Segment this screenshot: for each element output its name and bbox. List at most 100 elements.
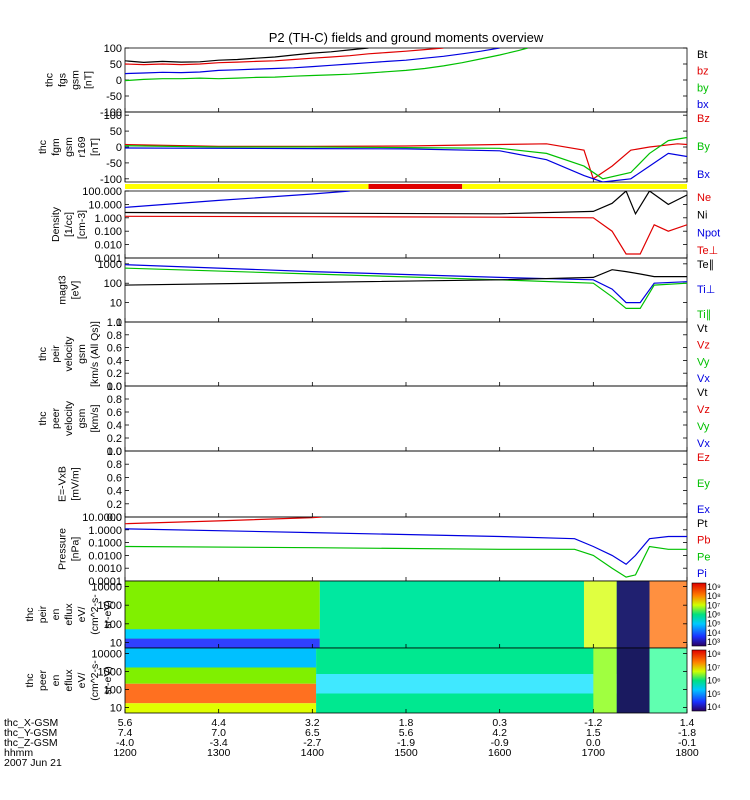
axis-row-value: -3.4 <box>210 737 228 749</box>
y-axis-label: en <box>50 609 62 621</box>
y-axis-label: thc <box>37 140 49 154</box>
y-axis-label: peir <box>37 605 49 623</box>
y-axis-label: magt3 <box>57 275 69 304</box>
y-tick-label: 50 <box>110 59 122 71</box>
panel-flags <box>125 184 687 189</box>
legend-Bz: Bz <box>697 113 710 125</box>
axis-row-value: -1.2 <box>584 717 602 729</box>
y-tick-label: 0.0 <box>107 381 122 393</box>
y-axis-label: Density <box>50 206 62 242</box>
y-axis-label: eV/ <box>76 673 88 689</box>
axis-row-value: 5.6 <box>118 717 133 729</box>
legend-By: By <box>697 141 710 153</box>
series-line-by <box>125 48 528 82</box>
axis-row-value: 4.2 <box>492 727 507 739</box>
series-line-Te∥ <box>125 269 687 286</box>
y-axis-label: gsm <box>76 344 88 364</box>
y-axis-label: thc <box>24 673 36 687</box>
y-tick-label: 1000 <box>98 259 122 271</box>
series-line-Npot <box>125 191 350 208</box>
legend-Bt: Bt <box>697 49 707 61</box>
y-tick-label: 10 <box>110 703 122 715</box>
axis-row-value: 1700 <box>582 747 606 759</box>
spectrogram-peir_en <box>125 581 687 648</box>
axis-row-value: 1.5 <box>586 727 601 739</box>
axis-row-value: -0.9 <box>491 737 509 749</box>
colorbar-tick: 10⁶ <box>707 610 721 620</box>
axis-row-label: thc_X-GSM <box>4 717 58 729</box>
y-tick-label: 0.010 <box>94 240 122 252</box>
legend-Te⊥: Te⊥ <box>697 245 718 257</box>
legend-Ti∥: Ti∥ <box>697 309 711 321</box>
y-axis-label: en <box>50 675 62 687</box>
y-tick-label: 0.001 <box>94 253 122 265</box>
axis-row-value: 7.4 <box>118 727 133 739</box>
y-axis-label: peer <box>50 407 62 429</box>
colorbar-tick: 10⁹ <box>707 582 721 592</box>
y-tick-label: 100.000 <box>82 186 122 198</box>
colorbar-tick: 10³ <box>707 637 720 647</box>
axis-row-value: 0.3 <box>492 717 507 729</box>
flag-segment-0 <box>125 184 369 189</box>
axis-row-value: 1500 <box>394 747 418 759</box>
panel-fgm: 100 50 0 -50 -100 thc fgm gsm r169 [nT] Bz By Bx <box>37 110 710 186</box>
y-tick-label: 1000 <box>98 666 122 678</box>
axis-row-value: 0.0 <box>586 737 601 749</box>
colorbar-tick: 10⁴ <box>707 702 721 712</box>
colorbar-tick: 10⁷ <box>707 600 720 610</box>
y-tick-label: 0.8 <box>107 330 122 342</box>
legend-Ti⊥: Ti⊥ <box>697 284 715 296</box>
y-axis-label: gsm <box>70 70 82 90</box>
legend-Vy: Vy <box>697 421 710 433</box>
axis-row-value: 1400 <box>301 747 325 759</box>
y-tick-label: 50 <box>110 126 122 138</box>
axis-row-value: 5.6 <box>399 727 414 739</box>
figure-title: P2 (TH-C) fields and ground moments over… <box>269 30 544 45</box>
axis-row-value: 3.2 <box>305 717 320 729</box>
y-axis-label: velocity <box>63 400 75 436</box>
axis-row-value: 1800 <box>675 747 699 759</box>
legend-Pe: Pe <box>697 551 710 563</box>
axis-row-value: -2.7 <box>303 737 321 749</box>
y-tick-label: 0.6 <box>107 343 122 355</box>
y-tick-label: 100 <box>104 278 122 290</box>
series-line-Pi <box>125 528 687 566</box>
axis-row-value: 6.5 <box>305 727 320 739</box>
y-tick-label: 10 <box>110 298 122 310</box>
y-tick-label: 0.4 <box>107 486 122 498</box>
y-tick-label: 10.0000 <box>82 512 122 524</box>
y-tick-label: 0.2 <box>107 499 122 511</box>
y-tick-label: -100 <box>100 107 122 119</box>
axis-row-value: 1300 <box>207 747 231 759</box>
y-tick-label: 100 <box>104 685 122 697</box>
y-tick-label: 1 <box>116 317 122 329</box>
axis-row-value: 1.8 <box>399 717 414 729</box>
series-line-Bx <box>125 147 687 182</box>
y-tick-label: 0.0100 <box>88 550 122 562</box>
y-tick-label: 0.0001 <box>88 576 122 588</box>
y-tick-label: 1.000 <box>94 213 122 225</box>
y-axis-label: thc <box>24 607 36 621</box>
y-tick-label: 0.6 <box>107 407 122 419</box>
y-axis-label: eV/ <box>76 607 88 623</box>
legend-Ey: Ey <box>697 478 710 490</box>
legend-Vy: Vy <box>697 356 710 368</box>
axis-row-value: -4.0 <box>116 737 134 749</box>
axis-row-label: thc_Y-GSM <box>4 727 57 739</box>
series-line-Ti∥ <box>125 267 687 309</box>
y-axis-label: [mV/m] <box>70 467 82 500</box>
series-line-bx <box>125 48 500 75</box>
panel-fgs: 100 50 0 -50 -100 thc fgs gsm [nT] Bt bz by bx <box>44 43 710 119</box>
flag-segment-1 <box>368 184 463 189</box>
y-tick-label: 1.0000 <box>88 525 122 537</box>
flag-segment-2 <box>462 184 687 189</box>
y-axis-label: peer <box>37 669 49 691</box>
colorbar-peer_en: 10⁸ 10⁷ 10⁶ 10⁵ 10⁴ <box>691 649 721 712</box>
legend-Vx: Vx <box>697 373 710 385</box>
axis-row-label: thc_Z-GSM <box>4 737 58 749</box>
frame-peer <box>124 385 688 452</box>
y-tick-label: 10000 <box>91 582 122 594</box>
